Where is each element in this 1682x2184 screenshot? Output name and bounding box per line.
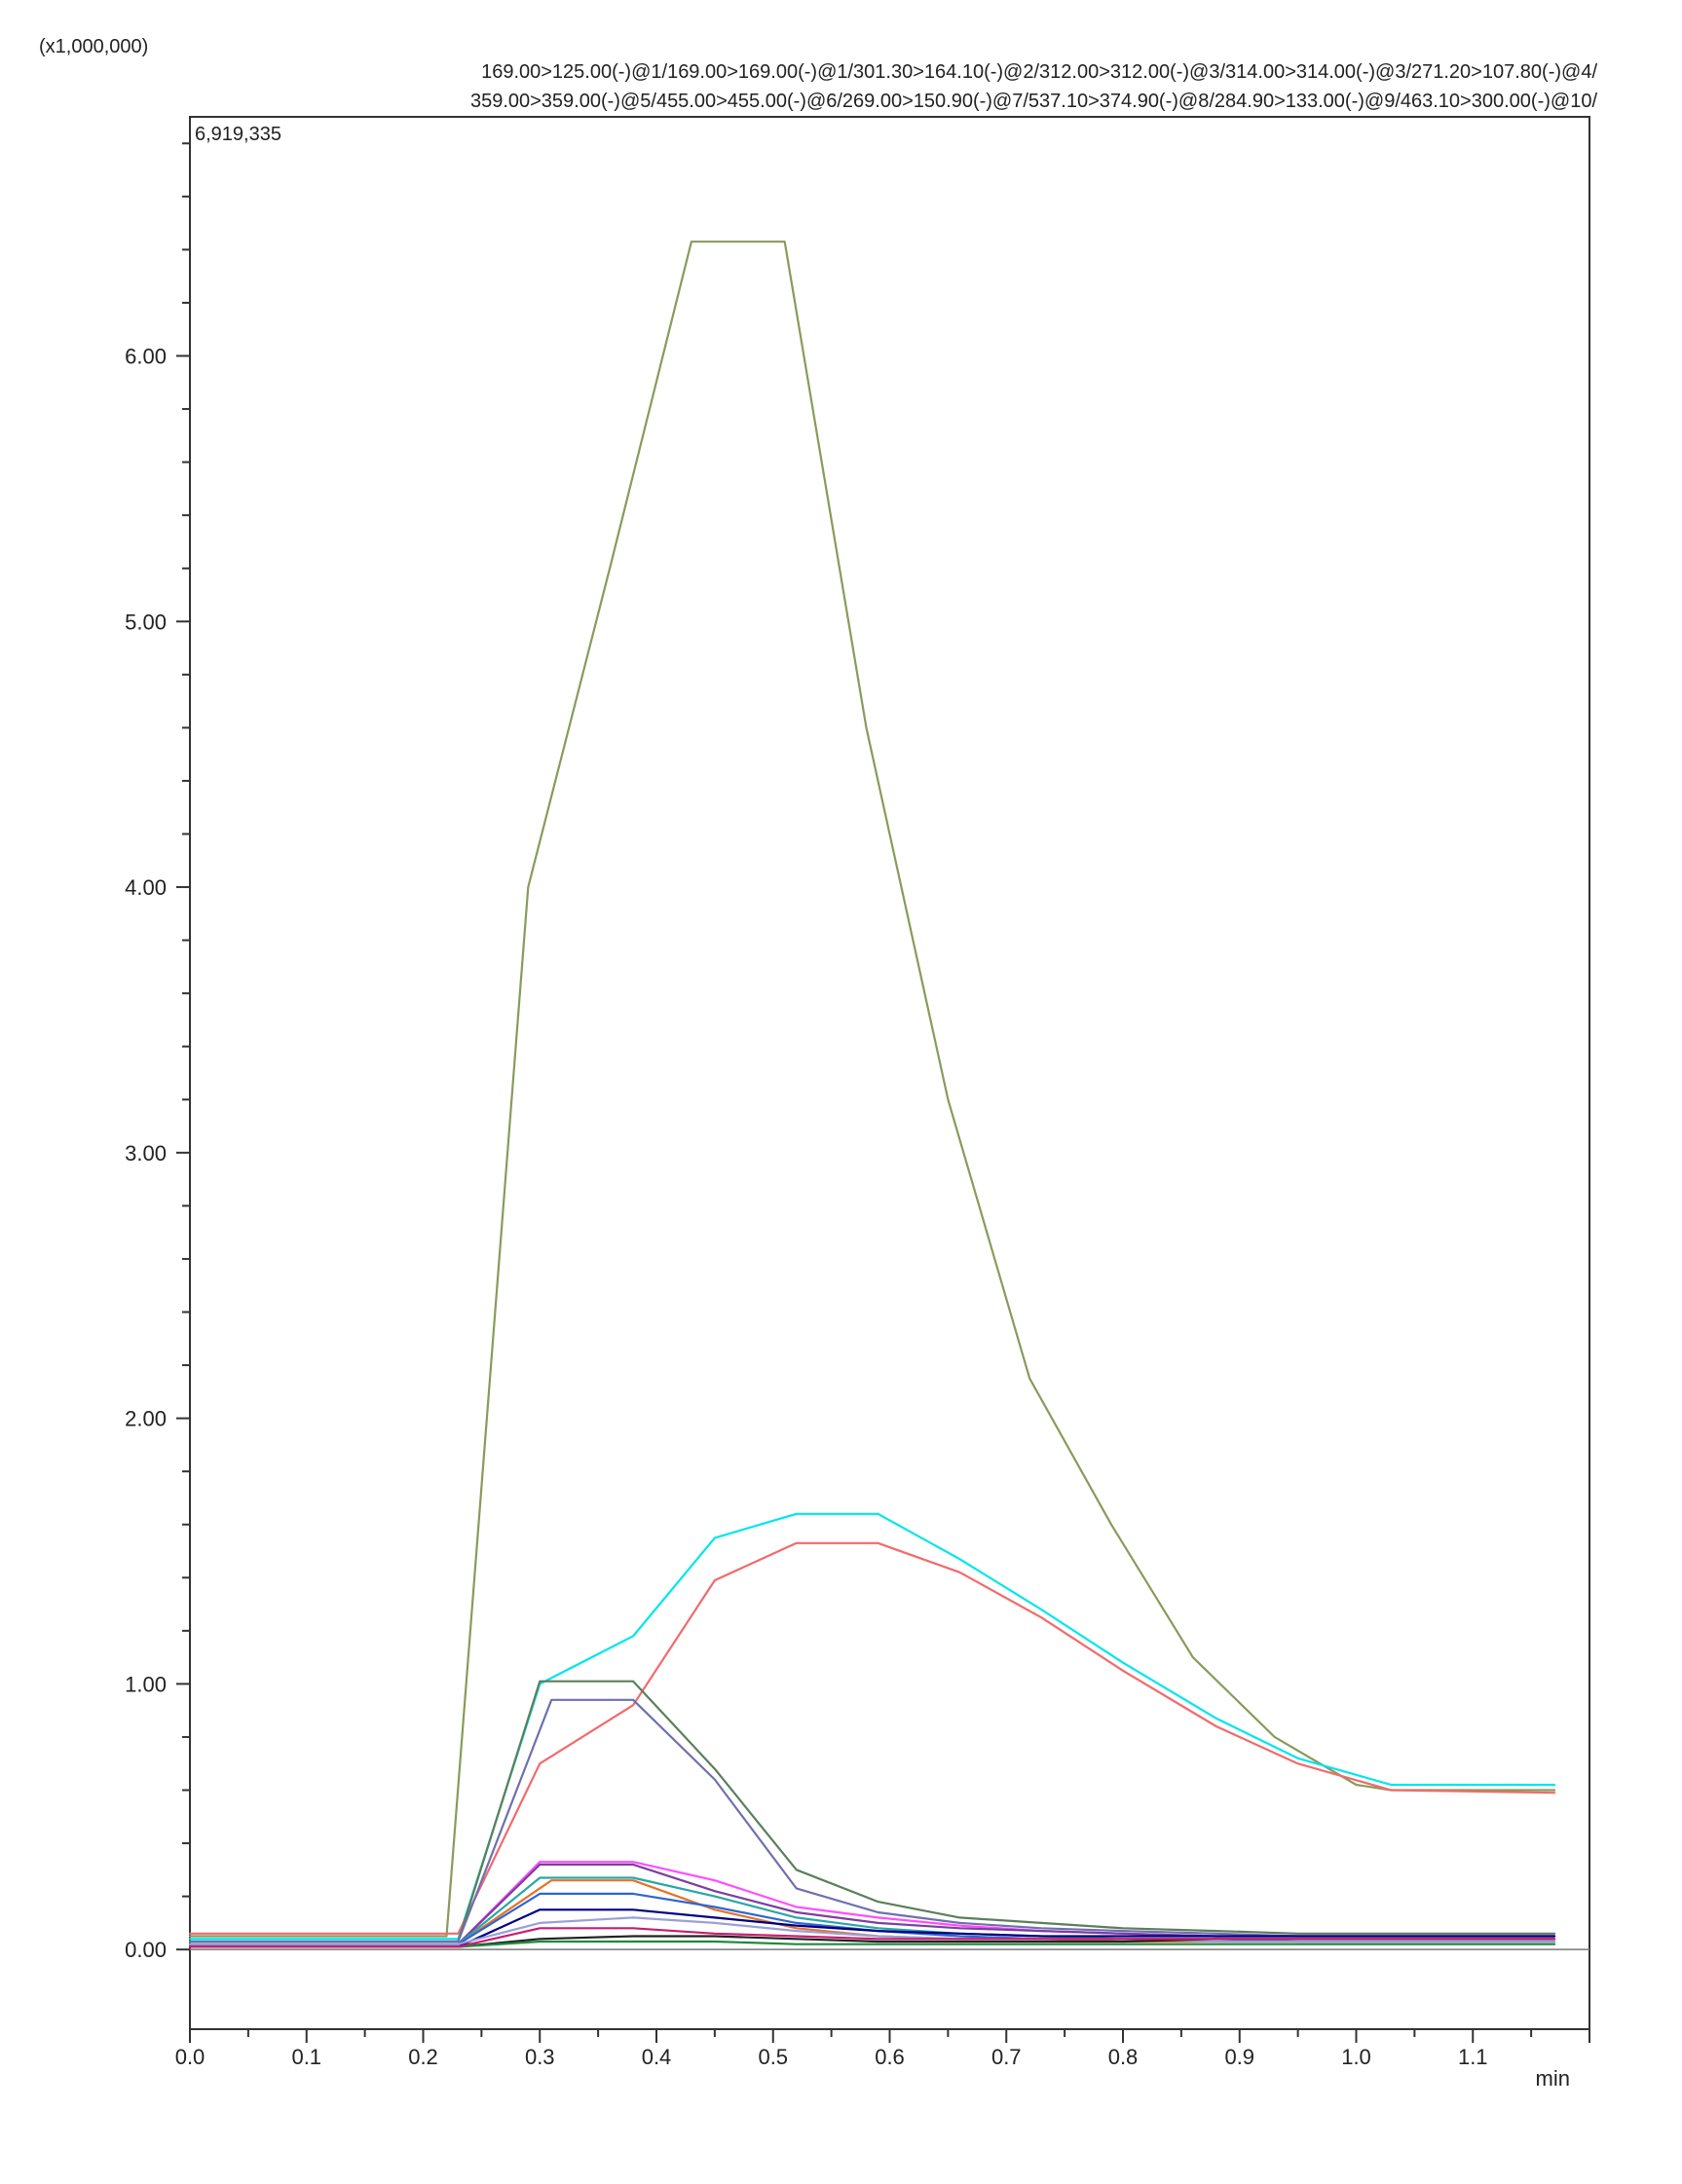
plot-layer: 0.00 1.00 2.00 3.00 4.00 5.00 6.00 0.0 0.1 0.2 0.3… — [125, 116, 1590, 2069]
y-tick-label: 0.00 — [125, 1938, 167, 1962]
y-tick-label: 2.00 — [125, 1407, 167, 1431]
x-tick-label: 0.9 — [1224, 2045, 1254, 2069]
max-intensity-label: 6,919,335 — [195, 124, 281, 145]
y-tick-label: 1.00 — [125, 1672, 167, 1696]
series-line-11 — [188, 1908, 1556, 1948]
x-tick-label: 0.5 — [758, 2045, 788, 2069]
series-line-3 — [188, 1541, 1556, 1935]
x-axis-label: min — [1536, 2066, 1570, 2091]
x-tick-label: 0.2 — [408, 2045, 438, 2069]
series-line-2 — [188, 1512, 1556, 1941]
header-line-1: 169.00>125.00(-)@1/169.00>169.00(-)@1/30… — [481, 61, 1597, 83]
series-line-14 — [188, 1940, 1556, 1948]
x-tick-label: 0.1 — [291, 2045, 321, 2069]
series-line-6 — [188, 1861, 1556, 1945]
series-line-1 — [188, 241, 1556, 1938]
series-line-4 — [188, 1680, 1556, 1943]
x-tick-label: 1.1 — [1458, 2045, 1488, 2069]
series-line-7 — [188, 1863, 1556, 1945]
x-tick-label: 0.4 — [642, 2045, 672, 2069]
x-tick-label: 0.6 — [875, 2045, 905, 2069]
series-line-12 — [188, 1916, 1556, 1945]
x-tick-label: 0.3 — [525, 2045, 555, 2069]
y-multiplier-label: (x1,000,000) — [39, 36, 148, 57]
y-tick-label: 3.00 — [125, 1141, 167, 1166]
y-tick-label: 4.00 — [125, 875, 167, 900]
x-tick-label: 0.8 — [1108, 2045, 1139, 2069]
series-line-15 — [188, 1927, 1556, 1948]
y-tick-label: 6.00 — [125, 345, 167, 369]
y-tick-label: 5.00 — [125, 610, 167, 634]
series-line-5 — [188, 1698, 1556, 1943]
x-tick-label: 1.0 — [1341, 2045, 1371, 2069]
plot-frame — [189, 116, 1590, 2030]
x-tick-label: 0.7 — [991, 2045, 1022, 2069]
x-tick-label: 0.0 — [175, 2045, 206, 2069]
header-line-2: 359.00>359.00(-)@5/455.00>455.00(-)@6/26… — [470, 91, 1597, 112]
